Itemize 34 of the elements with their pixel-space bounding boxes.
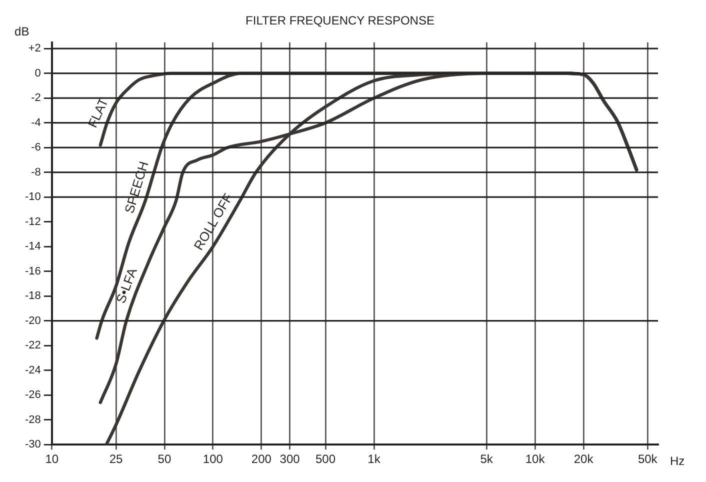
x-tick-label: 20k <box>574 452 594 466</box>
x-tick-label: 500 <box>316 452 336 466</box>
x-tick-label: 5k <box>480 452 494 466</box>
y-tick-label: -24 <box>24 364 41 376</box>
y-tick-label: -6 <box>31 142 41 154</box>
text: FLAT <box>84 96 112 130</box>
text: S•LFA <box>113 266 140 306</box>
x-tick-label: 1k <box>368 452 382 466</box>
y-tick-label: -22 <box>24 340 41 352</box>
x-tick-label: 50 <box>158 452 172 466</box>
x-tick-label: 100 <box>202 452 224 466</box>
y-tick-label: -12 <box>24 216 41 228</box>
x-tick-label: 10k <box>525 452 546 466</box>
y-tick-label: -18 <box>24 290 41 302</box>
x-tick-label: 300 <box>280 452 300 466</box>
x-tick-label: 10 <box>45 452 59 466</box>
x-tick-label: 25 <box>109 452 123 466</box>
y-tick-label: 0 <box>34 67 41 80</box>
x-axis-title: Hz <box>670 454 685 468</box>
y-tick-label: -8 <box>31 166 41 178</box>
y-tick-label: -14 <box>24 240 41 253</box>
y-tick-label: -28 <box>24 414 41 426</box>
x-tick-label: 200 <box>251 452 272 466</box>
y-tick-label: -2 <box>31 92 41 104</box>
y-tick-label: -16 <box>24 265 41 278</box>
y-tick-label: -20 <box>24 314 41 327</box>
y-tick-label: -30 <box>24 438 41 451</box>
y-tick-label: +2 <box>28 42 41 55</box>
y-tick-label: -4 <box>31 116 41 129</box>
x-tick-label: 50k <box>638 452 658 466</box>
y-tick-label: -10 <box>24 191 41 204</box>
chart-title: FILTER FREQUENCY RESPONSE <box>246 14 434 28</box>
y-tick-label: -26 <box>24 389 41 402</box>
y-axis-title: dB <box>14 24 30 39</box>
